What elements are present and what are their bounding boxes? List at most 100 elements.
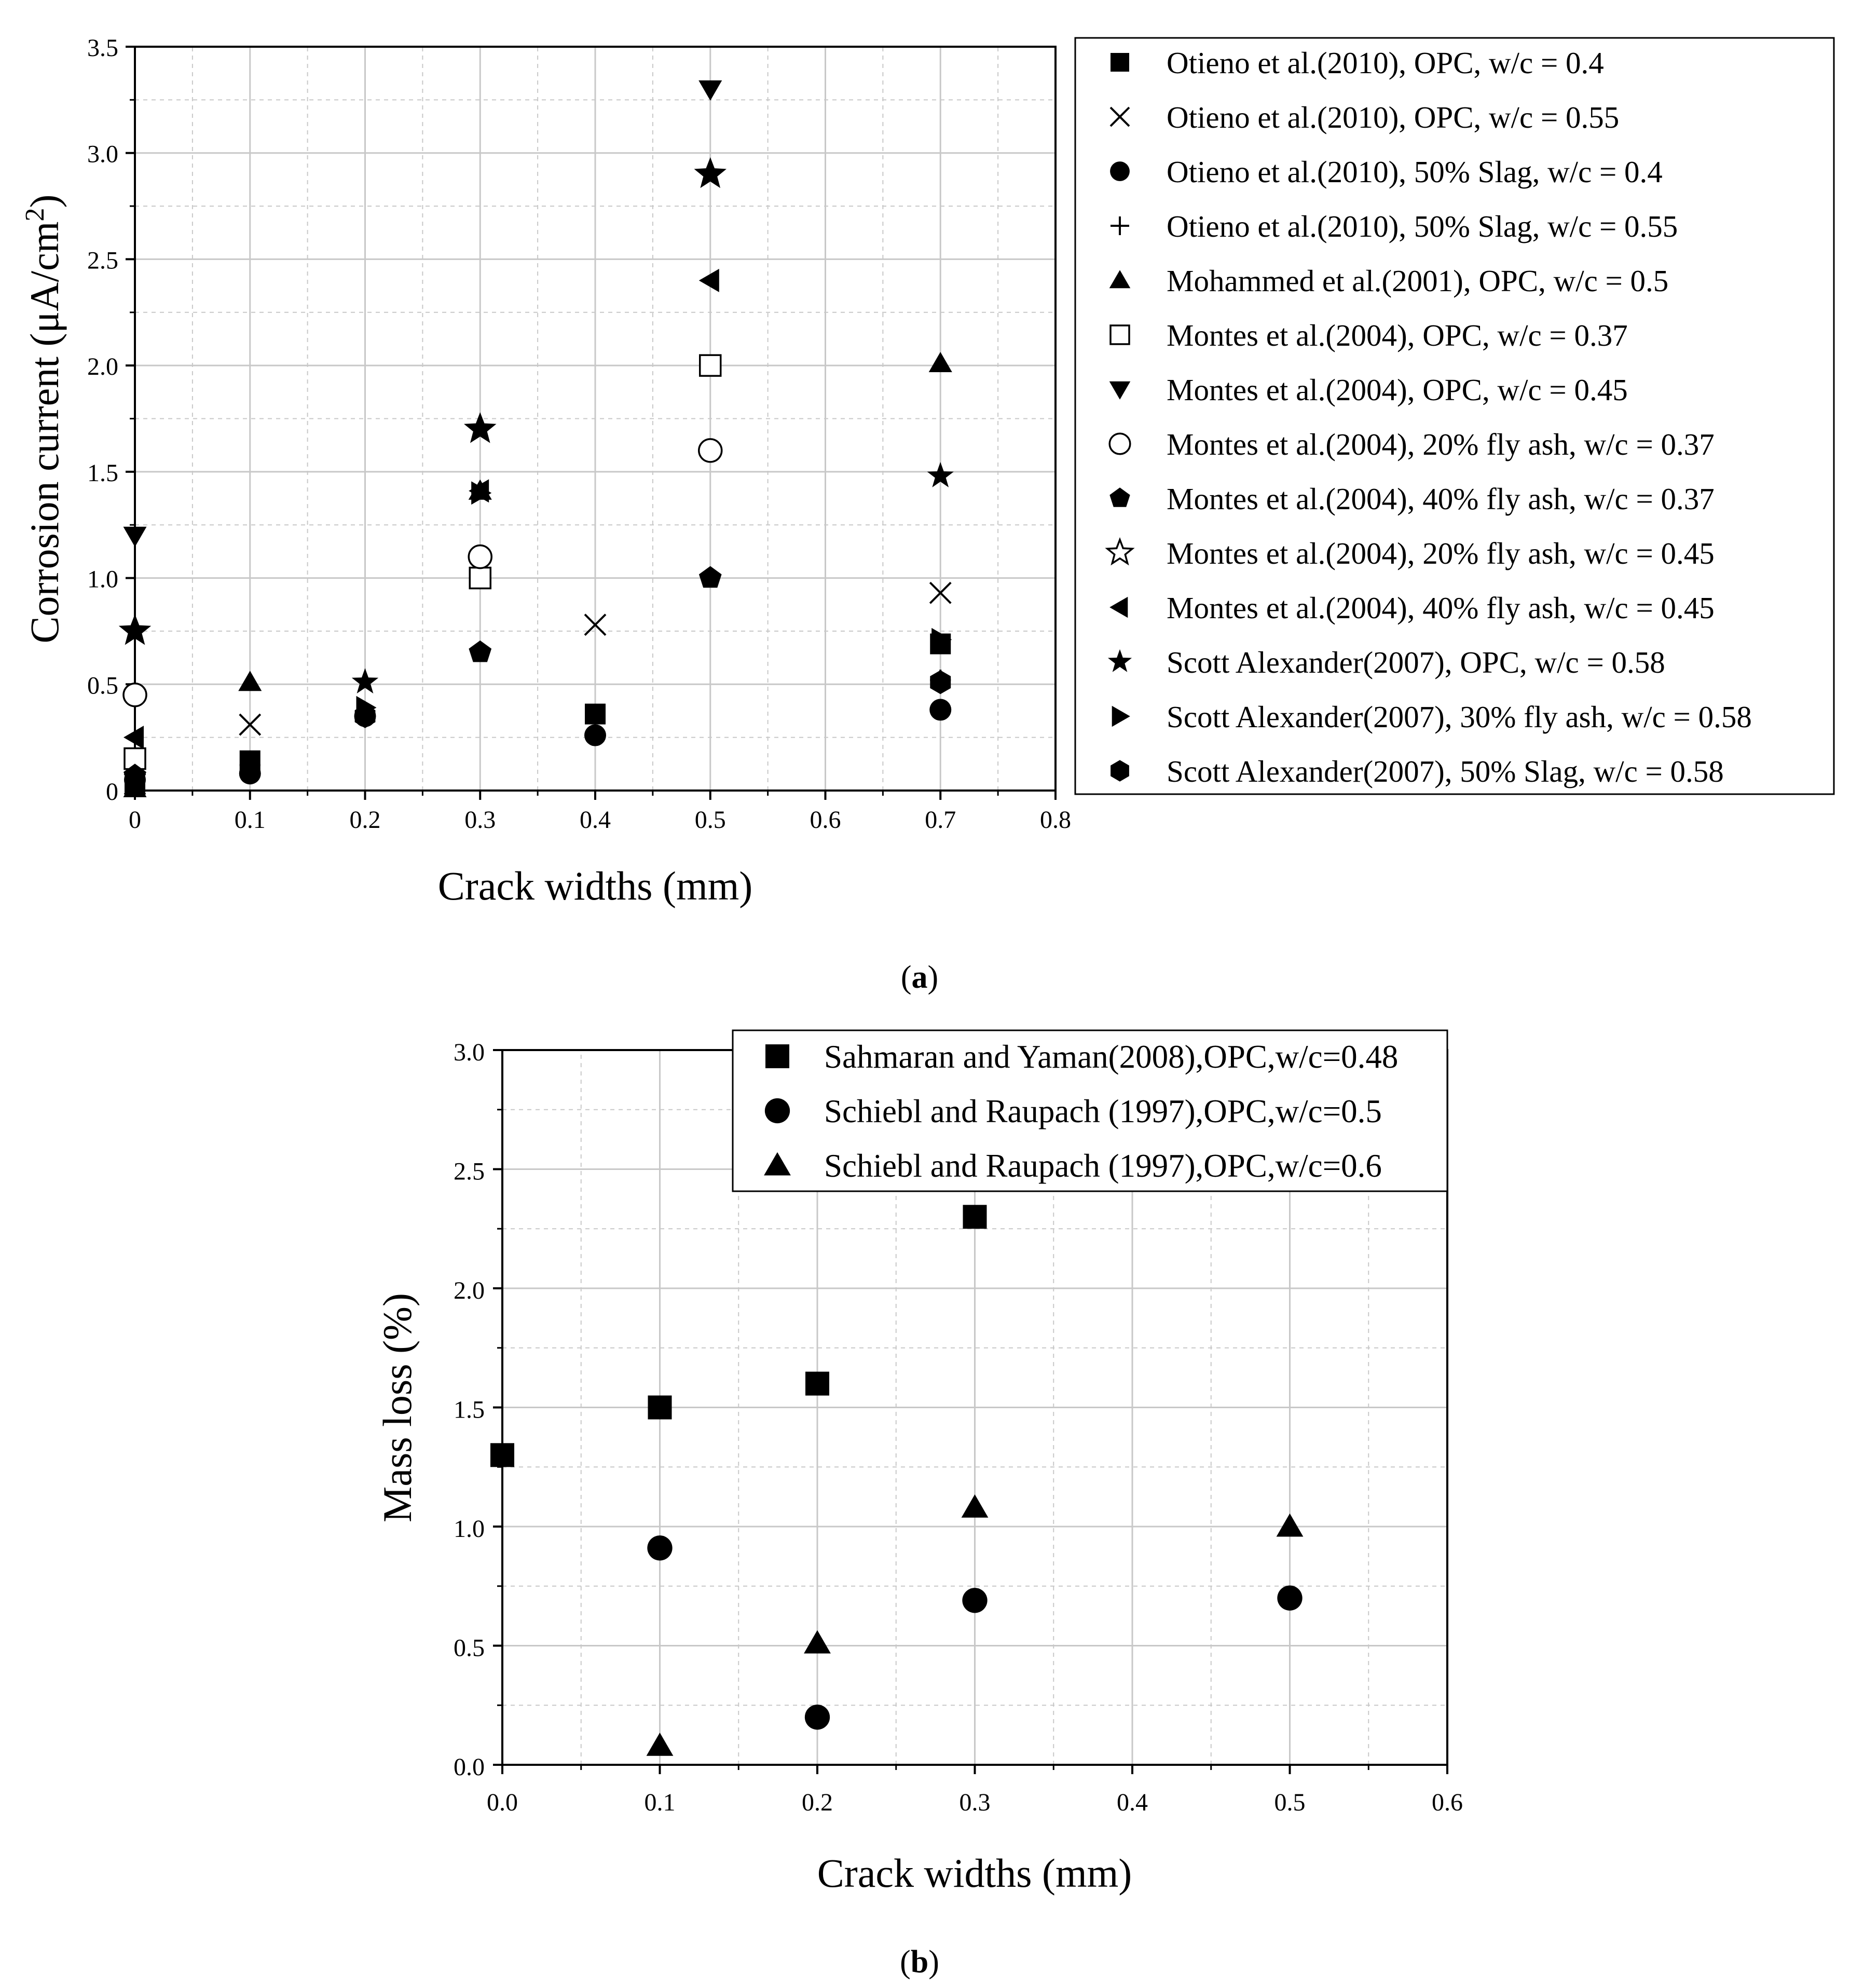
legend-label: Scott Alexander(2007), OPC, w/c = 0.58 xyxy=(1167,645,1665,679)
x-tick-label: 0.3 xyxy=(960,1789,991,1816)
legend-marker-x xyxy=(1109,106,1130,127)
legend-label: Montes et al.(2004), 40% fly ash, w/c = … xyxy=(1167,482,1715,516)
x-tick-label: 0.2 xyxy=(350,806,381,834)
legend-marker-pentagon xyxy=(1109,487,1130,507)
legend-entry: Montes et al.(2004), 20% fly ash, w/c = … xyxy=(1105,536,1715,570)
x-tick-label: 0.7 xyxy=(925,806,956,834)
legend-label: Montes et al.(2004), 20% fly ash, w/c = … xyxy=(1167,427,1715,461)
legend-marker-circle-open xyxy=(1108,432,1131,455)
chart-a: 0 0.1 0.2 0.3 0.4 0.5 0.6 0.7 0.8 0 0.5 1.0 1.5 2.0 2… xyxy=(20,34,1835,995)
legend-box-a xyxy=(1074,37,1835,795)
legend-entry: Schiebl and Raupach (1997),OPC,w/c=0.6 xyxy=(764,1148,1382,1184)
x-tick-label: 0.8 xyxy=(1040,806,1071,834)
y-tick-label: 1.0 xyxy=(87,566,118,593)
legend-entry: Scott Alexander(2007), 50% Slag, w/c = 0… xyxy=(1111,754,1724,788)
y-tick-label: 0 xyxy=(106,778,118,806)
legend-marker-triangle-left xyxy=(1109,596,1128,618)
x-tick-label: 0.6 xyxy=(810,806,841,834)
x-tick-label: 0.2 xyxy=(802,1789,833,1816)
data-point xyxy=(584,724,606,746)
y-tick-labels-a: 0 0.5 1.0 1.5 2.0 2.5 3.0 3.5 xyxy=(87,34,118,806)
y-tick-label: 1.5 xyxy=(87,459,118,487)
legend-label: Schiebl and Raupach (1997),OPC,w/c=0.5 xyxy=(824,1093,1382,1129)
legend-entry: Sahmaran and Yaman(2008),OPC,w/c=0.48 xyxy=(765,1039,1398,1075)
legend-box-b xyxy=(732,1029,1448,1192)
legend-a: Otieno et al.(2010), OPC, w/c = 0.4 Otien… xyxy=(1074,37,1835,795)
data-point xyxy=(469,566,491,590)
data-point xyxy=(238,671,262,691)
series-montes-et-al-2004-20-fly-ash-w-c-0-37 xyxy=(122,438,723,707)
y-axis-label-a-close: ) xyxy=(22,195,67,208)
data-point xyxy=(648,1395,672,1420)
legend-marker-triangle-down xyxy=(1109,381,1131,400)
series-schiebl-and-raupach-1997-opc-w-c-0-6 xyxy=(646,1494,1304,1756)
legend-marker-circle xyxy=(1110,161,1130,181)
legend-label: Scott Alexander(2007), 50% Slag, w/c = 0… xyxy=(1167,754,1724,788)
data-point xyxy=(929,581,952,604)
y-tick-label: 0.5 xyxy=(87,672,118,699)
data-point xyxy=(930,670,951,695)
legend-marker-star-open xyxy=(1105,537,1135,566)
axis-ticks-b xyxy=(493,1049,1448,1774)
x-axis-label-a: Crack widths (mm) xyxy=(438,863,753,908)
y-axis-label-a-main: Corrosion current (μA/cm xyxy=(22,222,67,644)
data-point xyxy=(962,1588,988,1613)
data-point xyxy=(351,668,379,693)
legend-entry: Schiebl and Raupach (1997),OPC,w/c=0.5 xyxy=(764,1093,1382,1129)
x-tick-labels-a: 0 0.1 0.2 0.3 0.4 0.5 0.6 0.7 0.8 xyxy=(129,806,1071,834)
data-point xyxy=(646,1733,674,1756)
legend-label: Montes et al.(2004), OPC, w/c = 0.37 xyxy=(1167,318,1628,352)
x-tick-label: 0.6 xyxy=(1432,1789,1463,1816)
x-axis-label-b: Crack widths (mm) xyxy=(817,1850,1132,1896)
legend-entry: Montes et al.(2004), 40% fly ash, w/c = … xyxy=(1109,591,1715,625)
data-point xyxy=(124,726,144,750)
data-point xyxy=(698,438,723,463)
data-point xyxy=(697,160,724,186)
data-points-b xyxy=(490,1205,1304,1756)
legend-label: Montes et al.(2004), OPC, w/c = 0.45 xyxy=(1167,373,1628,407)
legend-marker-plus xyxy=(1111,216,1129,235)
y-tick-label: 0.0 xyxy=(454,1753,485,1781)
x-tick-label: 0.0 xyxy=(487,1789,518,1816)
data-point xyxy=(931,628,952,651)
y-tick-label: 1.0 xyxy=(454,1515,485,1543)
legend-label: Mohammed et al.(2001), OPC, w/c = 0.5 xyxy=(1167,264,1668,298)
x-tick-label: 0.1 xyxy=(235,806,266,834)
data-point xyxy=(354,704,376,728)
legend-marker-square-open xyxy=(1109,324,1130,345)
y-tick-labels-b: 0.0 0.5 1.0 1.5 2.0 2.5 3.0 xyxy=(454,1039,485,1781)
data-point xyxy=(468,544,492,569)
data-point xyxy=(961,1494,989,1518)
data-point xyxy=(698,80,722,101)
y-tick-label: 2.5 xyxy=(454,1158,485,1186)
legend-label: Montes et al.(2004), 20% fly ash, w/c = … xyxy=(1167,536,1715,570)
legend-b: Sahmaran and Yaman(2008),OPC,w/c=0.48 Sch… xyxy=(732,1029,1448,1192)
legend-entry: Otieno et al.(2010), OPC, w/c = 0.55 xyxy=(1109,100,1619,134)
data-point xyxy=(121,617,148,643)
data-point xyxy=(239,713,262,736)
y-axis-label-b: Mass loss (%) xyxy=(375,1293,420,1522)
legend-entry: Otieno et al.(2010), OPC, w/c = 0.4 xyxy=(1111,46,1604,80)
x-tick-labels-b: 0.0 0.1 0.2 0.3 0.4 0.5 0.6 xyxy=(487,1789,1463,1816)
legend-label: Schiebl and Raupach (1997),OPC,w/c=0.6 xyxy=(824,1148,1382,1184)
y-tick-label: 1.5 xyxy=(454,1396,485,1424)
legend-marker-square xyxy=(765,1044,789,1068)
data-point xyxy=(123,526,147,547)
legend-label: Otieno et al.(2010), 50% Slag, w/c = 0.4 xyxy=(1167,155,1663,189)
data-point xyxy=(699,354,722,377)
data-point xyxy=(125,770,145,794)
legend-label: Scott Alexander(2007), 30% fly ash, w/c … xyxy=(1167,700,1752,734)
legend-label: Otieno et al.(2010), OPC, w/c = 0.55 xyxy=(1167,100,1619,134)
data-point xyxy=(698,268,719,292)
data-point xyxy=(585,703,606,725)
legend-entry: Otieno et al.(2010), 50% Slag, w/c = 0.4 xyxy=(1110,155,1663,189)
legend-entry: Scott Alexander(2007), 30% fly ash, w/c … xyxy=(1112,700,1752,734)
data-point xyxy=(467,415,494,441)
data-point xyxy=(490,1443,514,1467)
y-tick-label: 2.5 xyxy=(87,247,118,274)
caption-a: (a) xyxy=(901,960,938,995)
legend-label: Montes et al.(2004), 40% fly ash, w/c = … xyxy=(1167,591,1715,625)
series-sahmaran-and-yaman-2008-opc-w-c-0-48 xyxy=(490,1205,987,1467)
data-point xyxy=(804,1630,831,1654)
